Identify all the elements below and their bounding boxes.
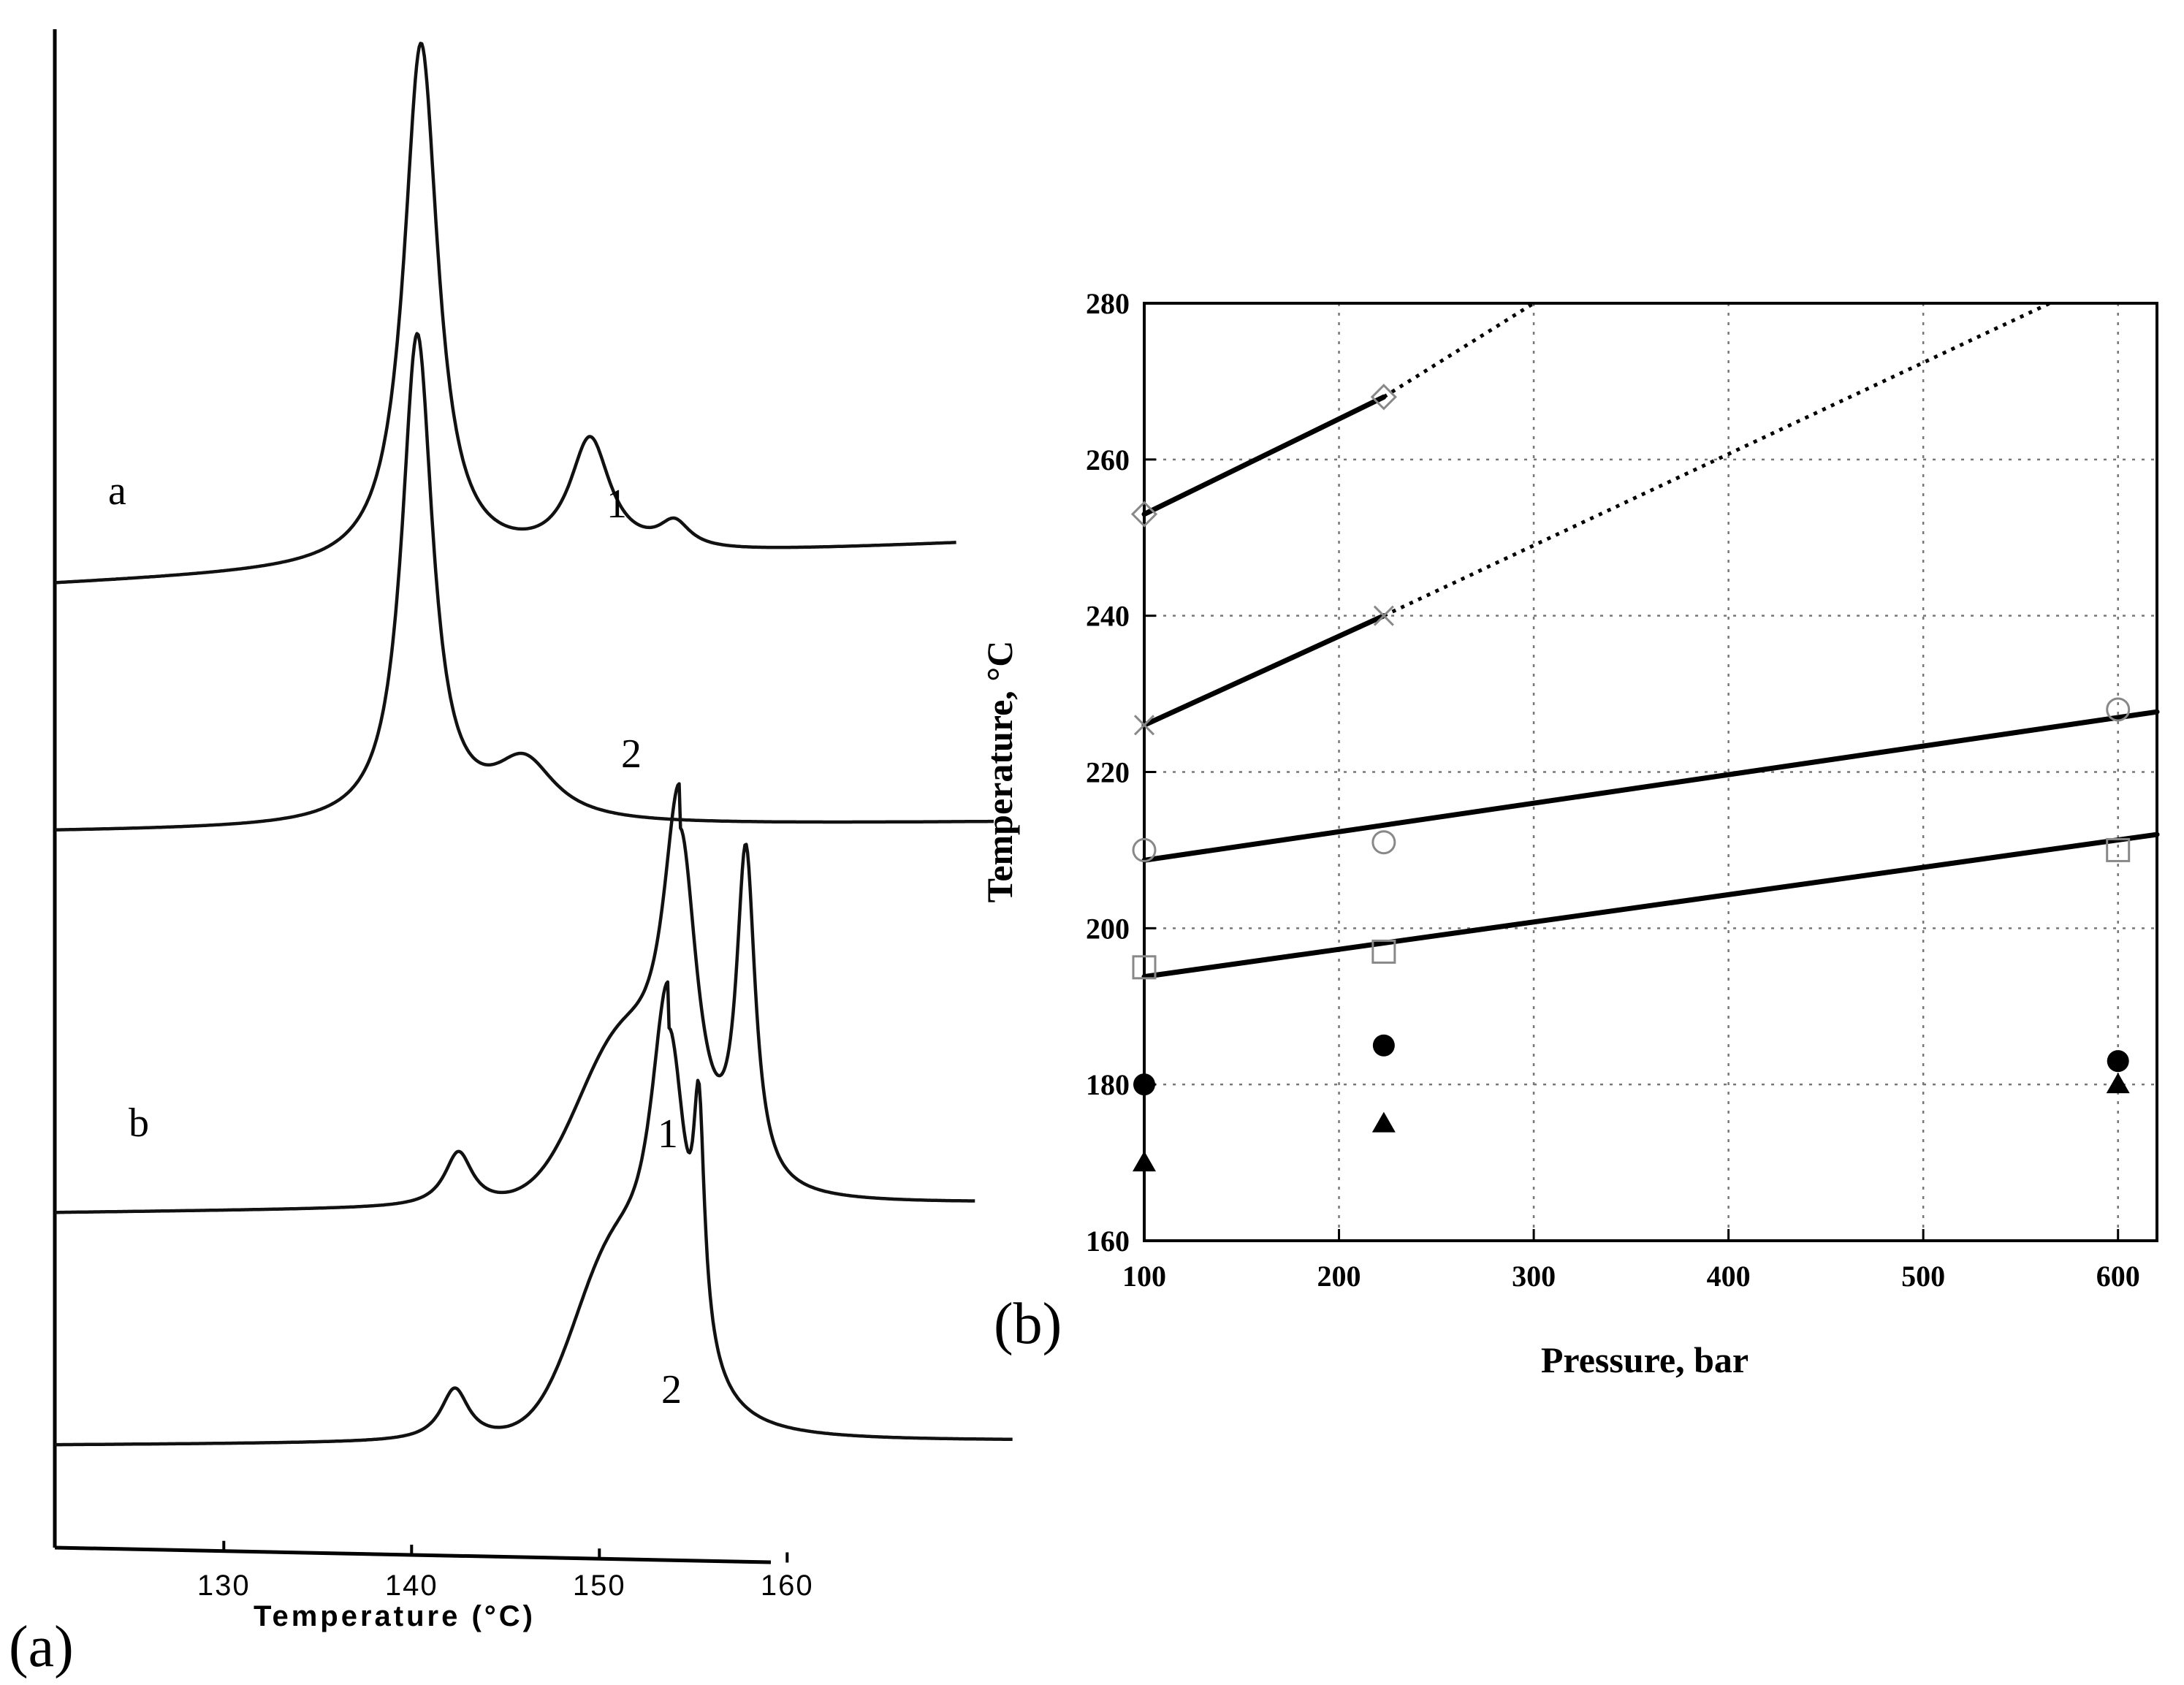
dsc-trace-b1 [54,782,975,1214]
panel-b-x-tick-label: 100 [1122,1260,1166,1293]
marker-square-open [1371,939,1396,964]
marker-circle-filled [1372,1034,1395,1057]
trace-label-b2: 2 [661,1367,682,1412]
trace-label-a1: 1 [606,482,627,527]
panel-b-y-tick-label: 160 [1086,1225,1130,1258]
marker-triangle-filled [2106,1073,2130,1094]
marker-diamond-open [1130,501,1158,528]
fit-line-diamond-fit [1141,394,1387,517]
panel-b-x-tick-label: 600 [2096,1260,2140,1293]
marker-triangle-filled [1133,1151,1156,1172]
panel-label-b: (b) [994,1292,1062,1356]
panel-b-y-tick-label: 180 [1086,1068,1130,1101]
panel-b-y-tick-label: 280 [1086,287,1130,320]
panel-a-x-tick-label: 140 [385,1570,438,1602]
panel-b-y-tick-label: 260 [1086,444,1130,476]
marker-circle-filled [1133,1073,1155,1096]
marker-circle-open [1371,830,1396,855]
marker-x [1373,605,1394,626]
trace-label-b1: 1 [658,1111,678,1157]
panel-b-y-label: Temperature, °C [979,641,1020,903]
panel-b-x-tick-label: 400 [1707,1260,1751,1293]
dsc-trace-b2 [54,980,1013,1447]
group-label-b: b [129,1100,149,1146]
panel-a-x-tick-label: 160 [761,1570,814,1602]
panel-a-x-tick-label: 150 [573,1570,626,1602]
panel-b-y-tick-label: 240 [1086,600,1130,633]
panel-b-x-label: Pressure, bar [1541,1339,1749,1380]
panel-a-x-tick-label: 130 [197,1570,251,1602]
marker-circle-filled [2107,1050,2129,1073]
panel-b-x-tick-label: 200 [1317,1260,1361,1293]
panel-a-x-label: Temperature (°C) [254,1600,536,1632]
marker-circle-open [2106,697,2131,722]
marker-circle-open [1132,837,1157,862]
marker-triangle-filled [1371,1111,1396,1133]
marker-x [1133,715,1155,736]
group-label-a: a [108,468,126,514]
marker-diamond-open [1370,384,1397,411]
fit-line-cross-fit [1141,613,1387,728]
panel-b-y-tick-label: 220 [1086,756,1130,789]
panel-label-a: (a) [9,1615,74,1679]
panel-a-dsc-chart: 130 140 150 160 a 1 2 b 1 2 Temperature (°C… [9,29,1013,1679]
panel-a-x-axis [54,1545,772,1564]
marker-square-open [2106,837,2131,862]
fit-line-diamond-extrapolation [1382,301,1535,399]
fit-line-square-fit [1141,832,2160,980]
marker-square-open [1132,955,1157,980]
fit-line-circle-fit [1141,709,2160,863]
trace-label-a2: 2 [621,731,642,777]
panel-b-y-tick-label: 200 [1086,912,1130,945]
dsc-trace-a1 [54,42,957,585]
dsc-trace-a2 [54,332,994,832]
panel-b-x-tick-label: 500 [1901,1260,1945,1293]
panel-b-scatter-chart: 100 200 300 400 500 600160180200220240260280 … [979,287,2160,1380]
panel-b-x-tick-label: 300 [1512,1260,1556,1293]
